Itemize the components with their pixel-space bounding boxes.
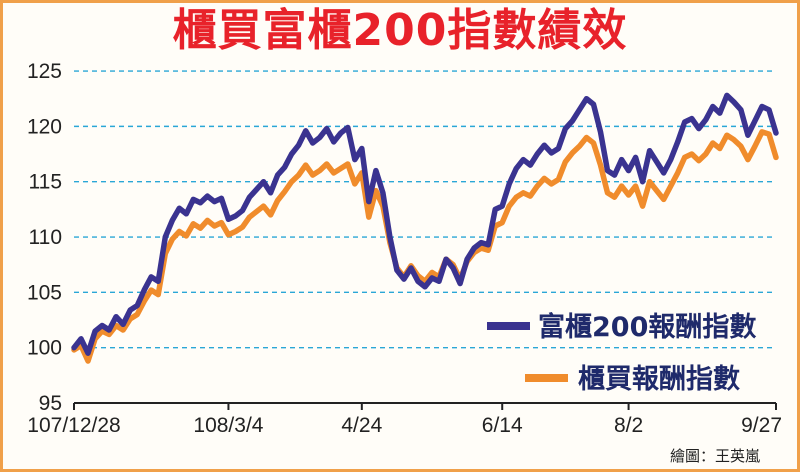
series-line-2 xyxy=(71,129,779,364)
legend-label-series-2: 櫃買報酬指數 xyxy=(578,364,740,395)
legend: 富櫃200報酬指數 櫃買報酬指數 xyxy=(487,311,756,395)
y-tick-label: 100 xyxy=(27,337,62,360)
series-line-1 xyxy=(71,92,779,356)
credit-text: 繪圖：王英嵐 xyxy=(669,447,760,465)
x-tick-label: 107/12/28 xyxy=(27,414,120,437)
y-tick-label: 115 xyxy=(29,171,62,194)
chart-title: 櫃買富櫃200指數績效 xyxy=(172,5,628,56)
y-tick-label: 125 xyxy=(27,60,62,83)
x-tick-label: 108/3/4 xyxy=(193,414,263,437)
y-axis-ticks: 95 100 105 110 115 120 125 xyxy=(27,60,62,415)
gridlines xyxy=(74,70,776,349)
y-tick-label: 110 xyxy=(29,226,62,249)
x-tick-label: 6/14 xyxy=(482,414,523,437)
series-lines xyxy=(71,92,779,364)
x-tick-label: 8/2 xyxy=(614,414,643,437)
y-tick-label: 105 xyxy=(27,281,62,304)
y-tick-label: 95 xyxy=(39,392,62,415)
y-tick-label: 120 xyxy=(27,115,62,138)
x-tick-label: 4/24 xyxy=(341,414,382,437)
x-tick-label: 9/27 xyxy=(741,414,782,437)
x-axis: 107/12/28 108/3/4 4/24 6/14 8/2 9/27 xyxy=(27,402,782,437)
legend-label-series-1: 富櫃200報酬指數 xyxy=(538,311,756,343)
